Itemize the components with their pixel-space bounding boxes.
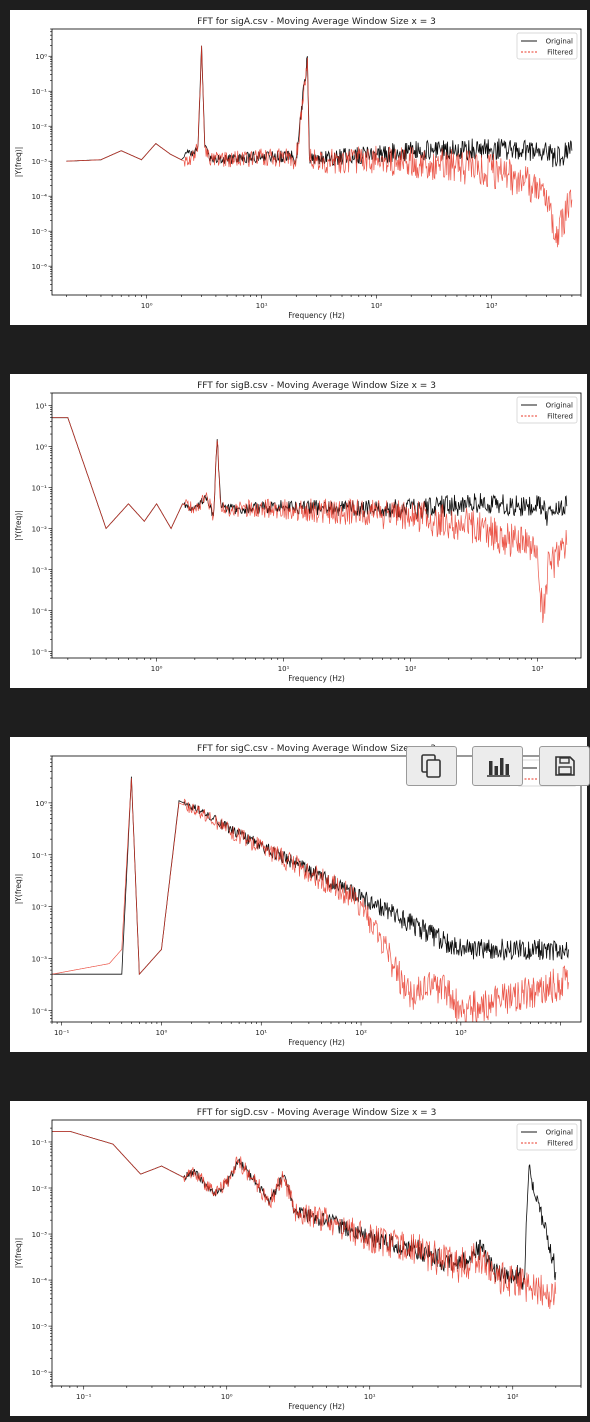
legend-label: Filtered [547,49,573,57]
plot-area [52,776,569,1022]
legend-label: Original [546,402,573,410]
legend-box [516,396,578,424]
x-tick-label: 10³ [455,1029,467,1037]
y-tick-label: 10⁰ [35,53,47,61]
save-button[interactable] [539,746,590,786]
x-tick-label: 10³ [486,302,498,310]
legend: Original Filtered [516,1123,578,1151]
y-tick-label: 10⁰ [35,800,47,808]
save-icon [554,756,575,776]
legend-box [516,32,578,60]
y-tick-label: 10⁻¹ [32,1139,48,1147]
copy-icon [420,754,441,778]
series-line-filtered [52,417,568,624]
y-tick-label: 10⁻⁴ [32,1277,48,1285]
chart-sigb: 10⁰ 10¹ 10² 10³ 10¹ 10⁰ 10⁻¹ 10⁻² 10⁻³ 10⁻⁴ 10⁻⁵ FF… [14,381,582,683]
plot-area [66,45,573,248]
y-tick-label: 10⁻³ [32,956,48,964]
y-tick-label: 10⁻³ [32,567,48,575]
y-tick-label: 10⁰ [35,443,47,451]
x-axis-label: Frequency (Hz) [288,674,345,683]
y-tick-label: 10⁻⁶ [32,263,48,271]
x-tick-label: 10² [355,1029,367,1037]
legend: Original Filtered [516,32,578,60]
legend-label: Original [546,1129,573,1137]
x-tick-label: 10² [371,302,383,310]
x-axis-label: Frequency (Hz) [288,1038,345,1047]
x-tick-label: 10⁰ [151,665,163,673]
y-tick-label: 10⁻² [32,123,48,131]
axes-frame [51,28,582,296]
y-tick-label: 10⁻³ [32,1231,48,1239]
y-tick-label: 10⁻⁴ [32,193,48,201]
y-tick-label: 10⁻⁴ [32,1007,48,1015]
legend-box [516,1123,578,1151]
x-tick-label: 10¹ [278,665,290,673]
chart-title: FFT for sigA.csv - Moving Average Window… [197,17,436,27]
y-tick-label: 10⁻² [32,525,48,533]
chart-title: FFT for sigB.csv - Moving Average Window… [197,381,436,391]
chart-panel-siga: 10⁰ 10¹ 10² 10³ 10⁰ 10⁻¹ 10⁻² 10⁻³ 10⁻⁴ 10⁻⁵ 10⁻⁶ F… [10,10,587,325]
y-tick-label: 10⁻² [32,904,48,912]
legend-label: Original [546,38,573,46]
chart-panel-sigd: 10⁻¹ 10⁰ 10¹ 10² 10⁻¹ 10⁻² 10⁻³ 10⁻⁴ 10⁻⁵ 10⁻⁶ FFT… [10,1101,587,1416]
copy-button[interactable] [406,746,457,786]
legend-label: Filtered [547,413,573,421]
y-tick-label: 10⁻¹ [32,852,48,860]
chart-panel-sigb: 10⁰ 10¹ 10² 10³ 10¹ 10⁰ 10⁻¹ 10⁻² 10⁻³ 10⁻⁴ 10⁻⁵ FF… [10,374,587,688]
plot-area [52,417,568,624]
y-axis-label: |Y(freq)| [14,874,23,904]
x-tick-label: 10³ [532,665,544,673]
y-tick-label: 10⁻⁵ [32,649,48,657]
x-tick-label: 10⁰ [141,302,153,310]
chart-icon [486,758,510,777]
y-tick-label: 10⁻¹ [32,484,48,492]
series-line-original [52,417,568,530]
x-tick-label: 10⁻¹ [76,1393,92,1401]
axes-frame [51,1119,582,1387]
x-tick-label: 10² [405,665,417,673]
y-tick-label: 10⁻¹ [32,88,48,96]
y-axis-label: |Y(freq)| [14,510,23,540]
y-tick-label: 10⁻⁶ [32,1369,48,1377]
x-tick-label: 10⁰ [221,1393,233,1401]
series-line-filtered [66,45,573,248]
chart-title: FFT for sigC.csv - Moving Average Window… [197,744,436,754]
series-line-original [66,45,573,168]
x-tick-label: 10² [507,1393,519,1401]
x-axis-label: Frequency (Hz) [288,311,345,320]
chart-title: FFT for sigD.csv - Moving Average Window… [197,1108,437,1118]
series-line-filtered [52,778,569,1022]
x-tick-label: 10⁻¹ [54,1029,70,1037]
y-tick-label: 10⁻⁴ [32,608,48,616]
x-tick-label: 10¹ [256,302,268,310]
y-tick-label: 10⁻³ [32,158,48,166]
y-tick-label: 10⁻² [32,1185,48,1193]
x-tick-label: 10¹ [364,1393,376,1401]
y-tick-label: 10¹ [35,402,47,410]
axes-frame [51,392,582,659]
axes-frame [51,755,582,1023]
chart-siga: 10⁰ 10¹ 10² 10³ 10⁰ 10⁻¹ 10⁻² 10⁻³ 10⁻⁴ 10⁻⁵ 10⁻⁶ F… [14,17,582,320]
x-axis-label: Frequency (Hz) [288,1402,345,1411]
y-tick-label: 10⁻⁵ [32,228,48,236]
y-tick-label: 10⁻⁵ [32,1323,48,1331]
series-line-original [52,1130,557,1290]
legend-label: Filtered [547,1140,573,1148]
series-line-filtered [52,1131,557,1310]
y-axis-label: |Y(freq)| [14,147,23,177]
x-tick-label: 10⁰ [156,1029,168,1037]
legend: Original Filtered [516,396,578,424]
y-axis-label: |Y(freq)| [14,1238,23,1268]
x-tick-label: 10¹ [255,1029,267,1037]
chart-button[interactable] [472,746,523,786]
chart-sigd: 10⁻¹ 10⁰ 10¹ 10² 10⁻¹ 10⁻² 10⁻³ 10⁻⁴ 10⁻⁵ 10⁻⁶ FFT… [14,1108,582,1411]
plot-area [52,1130,557,1310]
